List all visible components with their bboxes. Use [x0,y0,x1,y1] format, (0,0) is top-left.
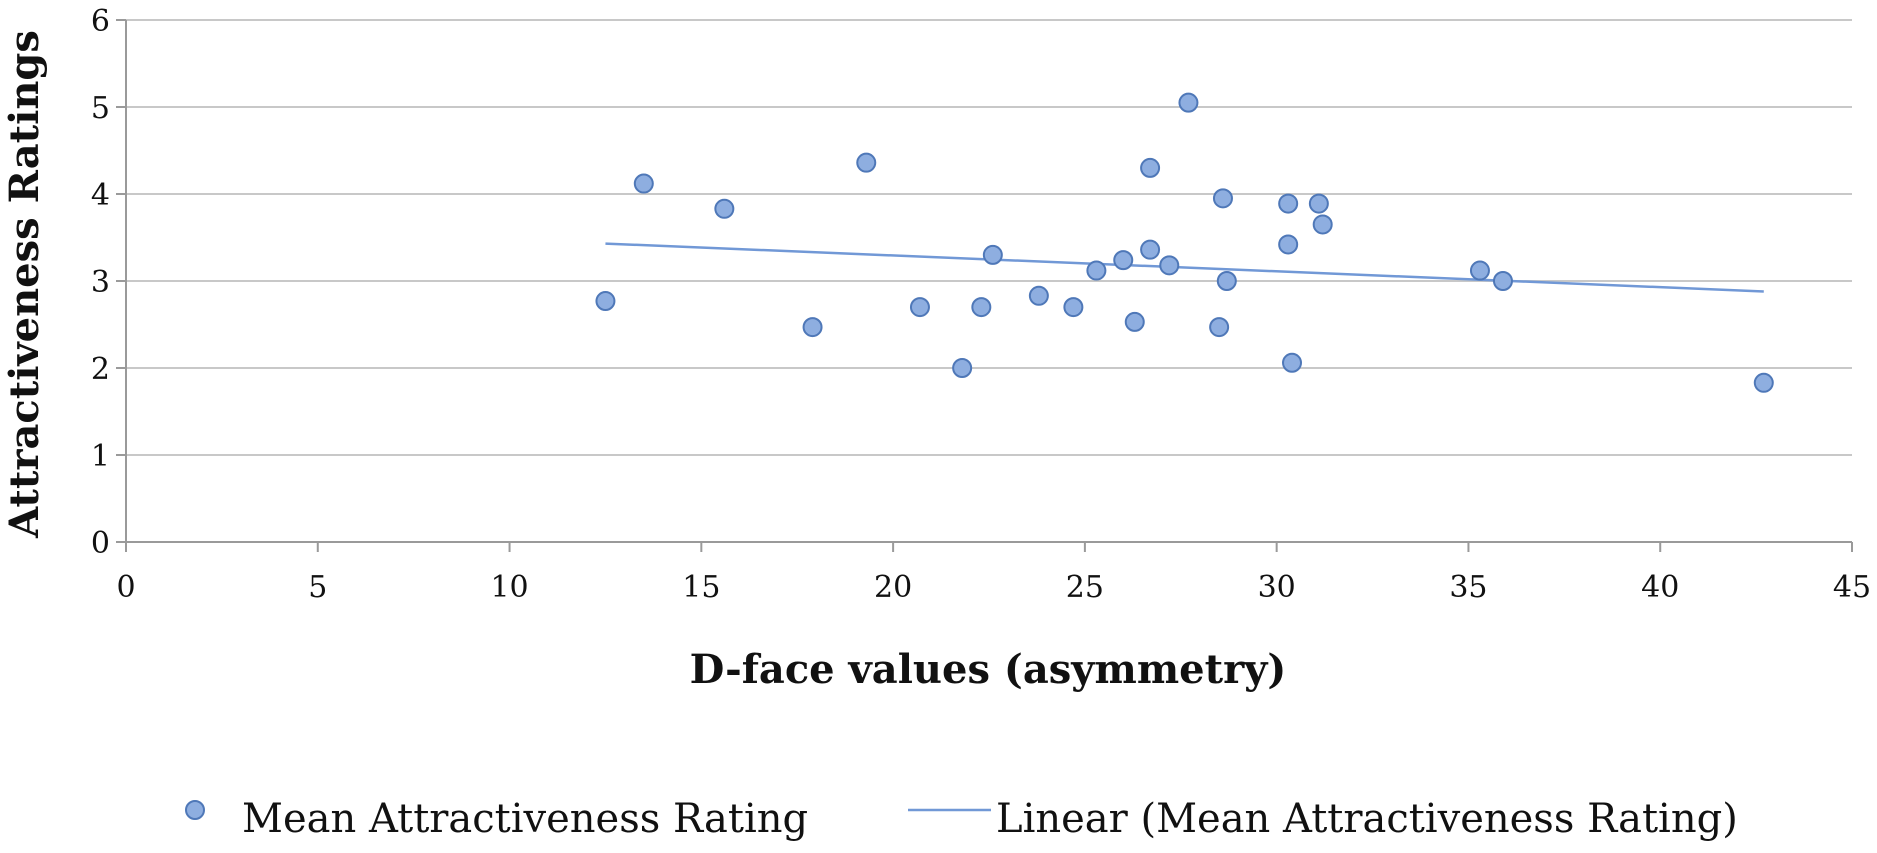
data-point-21 [1216,271,1237,291]
x-axis-title: D-face values (asymmetry) [690,646,1287,693]
data-point-5 [856,152,877,173]
x-tick-label-5: 5 [308,570,327,605]
data-point-29 [1753,372,1774,393]
x-tick-label-20: 20 [874,570,912,605]
data-point-3 [714,198,735,219]
data-point-27 [1469,260,1490,281]
y-tick-label-0: 0 [91,526,110,561]
data-point-23 [1278,234,1299,255]
legend-label-linear: Linear (Mean Attractiveness Rating) [996,796,1738,842]
data-point-16 [1140,239,1161,260]
y-axis-title: Attractiveness Ratings [1,30,48,539]
data-point-9 [982,244,1003,265]
data-point-18 [1178,92,1199,113]
data-point-20 [1212,188,1233,209]
y-tick-label-5: 5 [91,91,110,126]
x-tick-label-35: 35 [1449,570,1487,605]
y-tick-label-3: 3 [91,265,110,300]
data-point-10 [1028,285,1049,306]
y-tick-label-1: 1 [91,439,110,474]
legend-marker-scatter [185,800,205,820]
data-point-19 [1209,317,1230,338]
data-point-8 [971,297,992,318]
data-point-2 [633,173,654,194]
data-point-11 [1063,297,1084,318]
gridlines [126,19,1852,456]
x-tick-labels: 0 5 10 15 20 25 30 35 40 45 [116,570,1871,605]
x-tick-label-45: 45 [1833,570,1871,605]
data-point-13 [1113,250,1134,271]
data-points [595,92,1774,393]
x-tick-label-40: 40 [1641,570,1679,605]
x-tick-label-0: 0 [116,570,135,605]
data-point-24 [1282,352,1303,373]
data-point-12 [1086,260,1107,281]
data-point-28 [1492,271,1513,291]
trendline [605,242,1764,293]
data-point-22 [1278,193,1299,214]
y-tick-label-4: 4 [91,178,110,213]
y-tick-labels: 0 1 2 3 4 5 6 [91,4,110,561]
trendline-layer [605,242,1764,293]
y-tick-label-6: 6 [91,4,110,39]
x-tick-label-25: 25 [1066,570,1104,605]
axes [116,19,1853,552]
data-point-25 [1308,193,1329,214]
data-point-26 [1312,214,1333,235]
legend-label-scatter: Mean Attractiveness Rating [242,796,808,842]
data-point-1 [595,291,616,312]
data-point-7 [952,358,973,378]
data-point-14 [1124,311,1145,332]
x-tick-label-30: 30 [1258,570,1296,605]
x-tick-label-15: 15 [682,570,720,605]
data-point-6 [909,297,930,318]
y-tick-label-2: 2 [91,352,110,387]
data-point-4 [802,317,823,338]
data-point-17 [1159,255,1180,276]
legend: Mean Attractiveness Rating Linear (Mean … [185,796,1738,842]
x-tick-label-10: 10 [490,570,528,605]
data-point-15 [1140,157,1161,178]
